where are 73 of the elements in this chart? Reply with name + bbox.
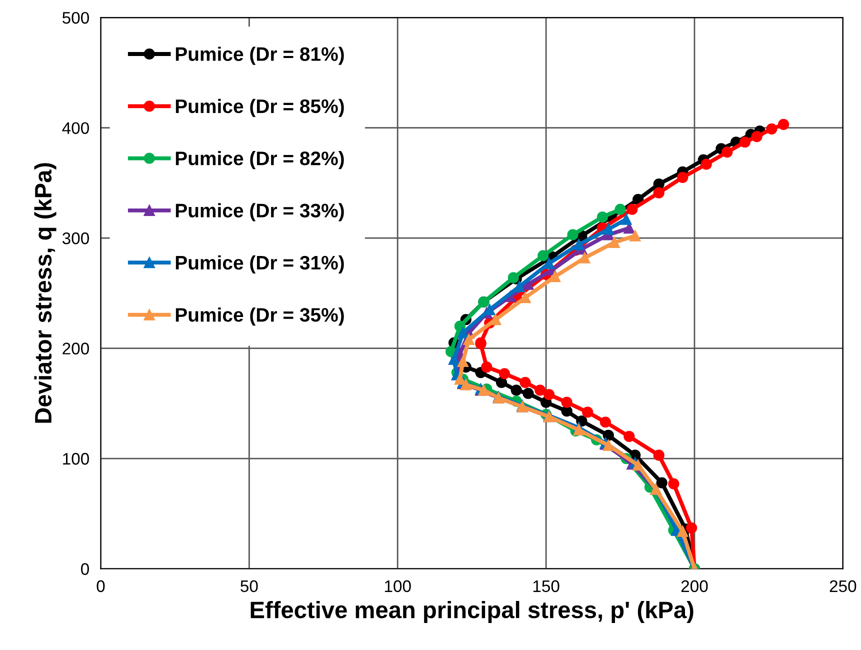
point [478, 384, 490, 396]
point [582, 406, 594, 418]
point [739, 136, 751, 148]
y-tick-label: 0 [81, 563, 89, 575]
legend-label: Pumice (Dr = 81%) [176, 46, 344, 65]
x-axis-title: Effective mean principal stress, p' (kPa) [250, 600, 694, 623]
y-tick-label: 200 [62, 342, 89, 354]
y-tick-label: 300 [62, 232, 89, 244]
point [520, 376, 531, 388]
point [520, 292, 531, 304]
point [677, 172, 688, 183]
point [543, 389, 555, 400]
point [632, 460, 644, 471]
point [549, 271, 561, 282]
point [668, 478, 680, 490]
point [608, 236, 620, 248]
x-tick-label: 50 [240, 580, 258, 592]
point [534, 384, 546, 396]
point [656, 477, 668, 488]
point [653, 178, 664, 190]
point [722, 146, 733, 158]
point [522, 388, 534, 400]
point [508, 272, 519, 284]
legend-label: Pumice (Dr = 82%) [176, 151, 344, 170]
legend-label: Pumice (Dr = 33%) [176, 203, 344, 222]
point [496, 376, 508, 388]
y-axis-title: Deviator stress, q (kPa) [34, 163, 56, 423]
point [561, 406, 572, 417]
x-tick-label: 250 [830, 580, 856, 592]
point [686, 522, 698, 534]
point [602, 440, 614, 451]
point [490, 314, 502, 326]
point [454, 320, 466, 332]
point [778, 118, 790, 130]
point [567, 229, 578, 240]
point [481, 361, 492, 373]
point [620, 214, 632, 225]
point [751, 131, 762, 142]
point [653, 450, 664, 461]
point [510, 384, 522, 396]
legend-label: Pumice (Dr = 31%) [176, 255, 344, 274]
point [630, 230, 641, 242]
point [602, 430, 614, 441]
legend-label: Pumice (Dr = 35%) [176, 307, 344, 326]
point [463, 334, 474, 346]
point [602, 224, 614, 235]
point [579, 252, 590, 264]
point [766, 123, 778, 134]
point [457, 327, 468, 338]
x-tick-label: 150 [533, 580, 560, 592]
legend-label: Pumice (Dr = 85%) [176, 98, 344, 117]
x-tick-label: 100 [384, 580, 411, 592]
point [653, 187, 664, 198]
point [626, 204, 638, 215]
y-tick-label: 400 [62, 122, 89, 134]
point [596, 212, 608, 223]
point [448, 354, 460, 365]
point [514, 280, 525, 292]
x-tick-label: 200 [681, 580, 708, 592]
point [460, 379, 472, 390]
point [700, 158, 712, 170]
point [677, 526, 688, 537]
point [600, 416, 611, 428]
x-tick-label: 0 [96, 580, 105, 592]
y-tick-label: 500 [62, 12, 89, 24]
point [561, 396, 572, 408]
y-tick-label: 100 [63, 452, 89, 465]
point [538, 250, 549, 262]
point [614, 204, 626, 215]
point [624, 430, 635, 442]
point [498, 368, 510, 380]
point [573, 239, 584, 250]
point [457, 356, 468, 368]
